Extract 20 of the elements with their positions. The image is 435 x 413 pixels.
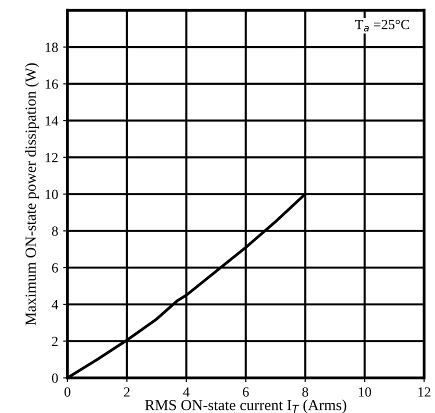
y-tick-label: 6 bbox=[52, 263, 58, 273]
y-tick-label: 14 bbox=[46, 116, 58, 126]
y-tick-label: 8 bbox=[52, 226, 58, 236]
annotation: T$_{a}$ =25°C bbox=[355, 20, 410, 32]
y-tick-label: 18 bbox=[46, 42, 58, 52]
x-tick-label: 4 bbox=[183, 387, 190, 397]
x-tick-label: 2 bbox=[124, 387, 130, 397]
x-tick-label: 10 bbox=[358, 387, 372, 397]
x-axis-title: RMS ON-state current I$_{T}$ (Arms) bbox=[145, 400, 346, 413]
y-tick-label: 12 bbox=[46, 152, 58, 162]
x-tick-label: 12 bbox=[418, 387, 430, 397]
y-tick-label: 4 bbox=[52, 300, 58, 310]
y-tick-label: 10 bbox=[46, 190, 58, 200]
x-tick-label: 8 bbox=[302, 387, 308, 397]
y-tick-label: 0 bbox=[52, 373, 58, 383]
x-tick-label: 0 bbox=[64, 387, 70, 397]
y-tick-label: 16 bbox=[46, 79, 58, 89]
y-axis-title: Maximum ON-state power dissipation (W) bbox=[25, 63, 39, 326]
x-tick-label: 6 bbox=[242, 387, 249, 397]
y-tick-label: 2 bbox=[52, 336, 58, 346]
